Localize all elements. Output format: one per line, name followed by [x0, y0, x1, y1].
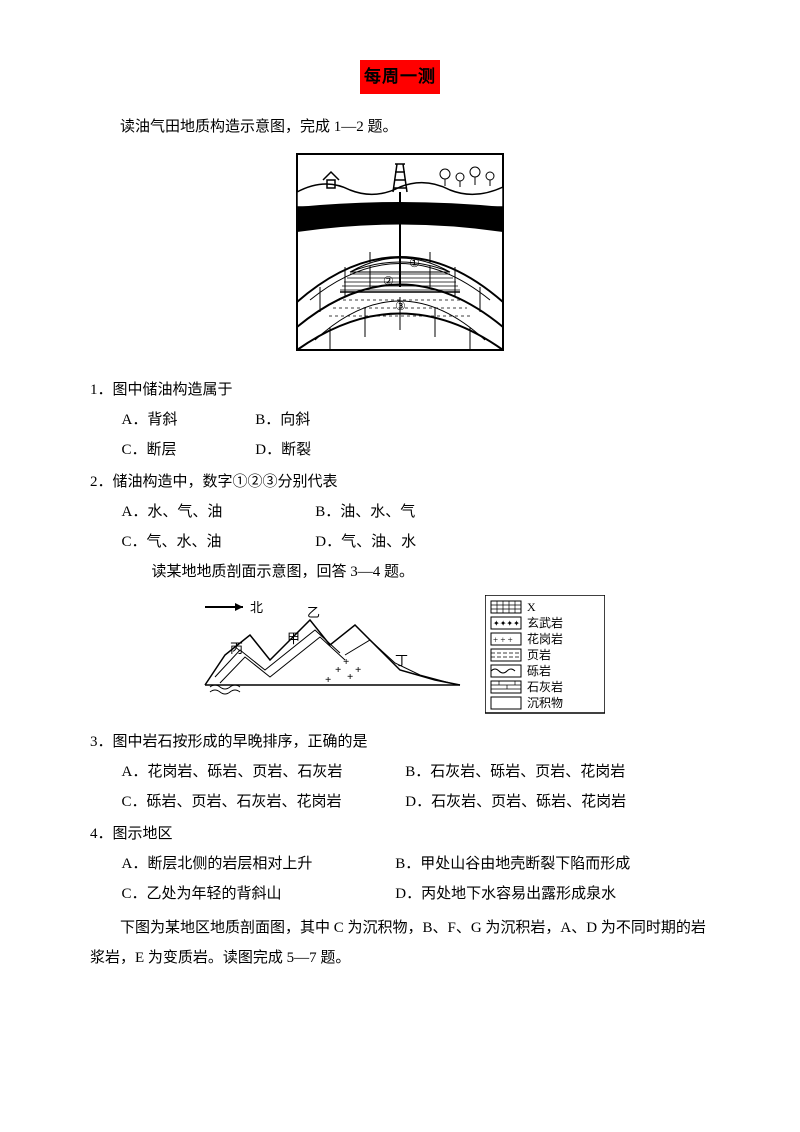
q1-stem: 1．图中储油构造属于 [90, 375, 710, 405]
q4-options-row1: A．断层北侧的岩层相对上升 B．甲处山谷由地壳断裂下陷而形成 [90, 849, 710, 879]
svg-text:X: X [527, 600, 536, 614]
q1-options-row2: C．断层 D．断裂 [90, 435, 710, 465]
q1-opt-d: D．断裂 [255, 442, 311, 458]
title-container: 每周一测 [90, 60, 710, 94]
svg-text:花岗岩: 花岗岩 [527, 631, 563, 646]
svg-text:砾岩: 砾岩 [527, 663, 551, 678]
svg-text:+: + [335, 664, 341, 676]
cross-section-diagram: 北 +++ ++ 乙 甲 丙 丁 [195, 595, 465, 705]
svg-text:③: ③ [395, 299, 406, 313]
q2-options-row1: A．水、气、油 B．油、水、气 [90, 497, 710, 527]
q1-options-row1: A．背斜 B．向斜 [90, 405, 710, 435]
q3-options-row2: C．砾岩、页岩、石灰岩、花岗岩 D．石灰岩、页岩、砾岩、花岗岩 [90, 787, 710, 817]
q2-opt-c: C．气、水、油 [122, 527, 312, 557]
svg-text:②: ② [383, 274, 394, 288]
q2-stem: 2．储油构造中，数字①②③分别代表 [90, 467, 710, 497]
q1-opt-b: B．向斜 [255, 412, 310, 428]
svg-text:①: ① [409, 256, 420, 270]
q3-opt-a: A．花岗岩、砾岩、页岩、石灰岩 [122, 757, 402, 787]
figure-1: ① ② ③ [90, 152, 710, 363]
q3-opt-b: B．石灰岩、砾岩、页岩、花岗岩 [405, 764, 625, 780]
q1-opt-a: A．背斜 [122, 405, 252, 435]
q3-stem: 3．图中岩石按形成的早晚排序，正确的是 [90, 727, 710, 757]
svg-text:甲: 甲 [287, 631, 300, 646]
svg-text:丙: 丙 [230, 641, 243, 656]
svg-text:+: + [355, 664, 361, 676]
q4-opt-a: A．断层北侧的岩层相对上升 [122, 849, 392, 879]
svg-text:+ + +: + + + [493, 635, 513, 645]
q4-opt-b: B．甲处山谷由地壳断裂下陷而形成 [395, 856, 630, 872]
intro-1: 读油气田地质构造示意图，完成 1—2 题。 [90, 112, 710, 142]
north-label: 北 [250, 600, 263, 615]
q1-opt-c: C．断层 [122, 435, 252, 465]
figure-2: 北 +++ ++ 乙 甲 丙 丁 [90, 595, 710, 715]
svg-text:+: + [343, 656, 349, 668]
q2-opt-d: D．气、油、水 [315, 534, 416, 550]
svg-text:✦✦✦✦: ✦✦✦✦ [493, 619, 520, 628]
q3-options-row1: A．花岗岩、砾岩、页岩、石灰岩 B．石灰岩、砾岩、页岩、花岗岩 [90, 757, 710, 787]
svg-text:丁: 丁 [395, 653, 408, 668]
q2-opt-a: A．水、气、油 [122, 497, 312, 527]
svg-text:玄武岩: 玄武岩 [527, 615, 563, 630]
svg-text:+: + [325, 674, 331, 686]
svg-text:乙: 乙 [307, 605, 320, 620]
q4-options-row2: C．乙处为年轻的背斜山 D．丙处地下水容易出露形成泉水 [90, 879, 710, 909]
q4-opt-d: D．丙处地下水容易出露形成泉水 [395, 886, 616, 902]
svg-text:沉积物: 沉积物 [527, 696, 563, 710]
svg-text:页岩: 页岩 [527, 647, 551, 662]
q3-opt-c: C．砾岩、页岩、石灰岩、花岗岩 [122, 787, 402, 817]
q2-options-row2: C．气、水、油 D．气、油、水 [90, 527, 710, 557]
q4-stem: 4．图示地区 [90, 819, 710, 849]
svg-text:石灰岩: 石灰岩 [527, 679, 563, 694]
page-title: 每周一测 [360, 60, 440, 94]
intro-2: 读某地地质剖面示意图，回答 3—4 题。 [90, 557, 710, 587]
svg-text:+: + [347, 671, 353, 683]
oilfield-diagram: ① ② ③ [295, 152, 505, 352]
legend-box: X ✦✦✦✦ 玄武岩 + + + 花岗岩 页岩 砾岩 石灰岩 沉积物 [485, 595, 605, 715]
q4-opt-c: C．乙处为年轻的背斜山 [122, 879, 392, 909]
q2-opt-b: B．油、水、气 [315, 504, 415, 520]
q3-opt-d: D．石灰岩、页岩、砾岩、花岗岩 [405, 794, 626, 810]
passage-5: 下图为某地区地质剖面图，其中 C 为沉积物，B、F、G 为沉积岩，A、D 为不同… [90, 913, 710, 973]
